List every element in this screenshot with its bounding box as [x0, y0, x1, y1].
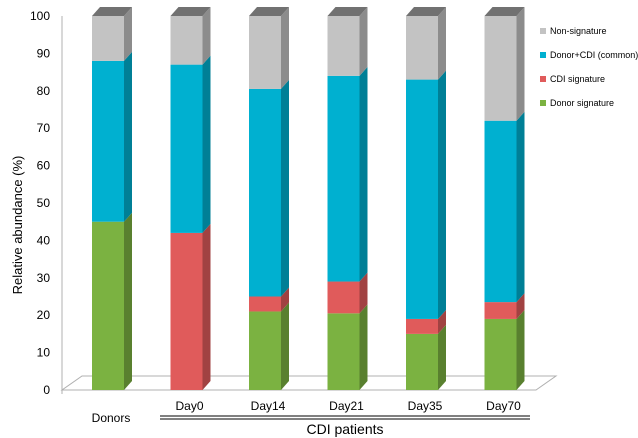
legend-label: Donor signature	[550, 98, 614, 108]
x-tick-label: Day70	[486, 399, 521, 413]
legend-swatch	[540, 52, 546, 58]
bar-segment-donor-cdi-common-	[249, 88, 281, 297]
bar-top-cap	[327, 7, 368, 16]
bar-segment-donor-cdi-common-	[406, 79, 438, 319]
bar-segment-non-signature-side	[202, 7, 211, 65]
bar-segment-donor-signature-side	[359, 304, 368, 390]
bar-segment-donor-cdi-common-	[327, 75, 360, 282]
y-tick-label: 20	[37, 308, 51, 322]
bar-stack-donors	[92, 7, 132, 390]
y-tick-label: 40	[37, 233, 51, 247]
x-tick-label: Day21	[329, 399, 364, 413]
bar-top-cap	[484, 7, 525, 16]
y-tick-label: 70	[37, 121, 51, 135]
y-tick-label: 80	[37, 84, 51, 98]
bar-segment-donor-signature	[484, 318, 517, 390]
x-tick-label: Day0	[175, 399, 203, 413]
bar-segment-cdi-signature	[327, 281, 360, 314]
bar-segment-non-signature-side	[124, 7, 132, 61]
bar-segment-cdi-signature-side	[202, 223, 211, 390]
bar-segment-donor-signature-side	[516, 309, 525, 390]
legend-item: Non-signature	[540, 26, 607, 36]
bar-segment-donor-cdi-common--side	[359, 66, 368, 282]
chart-floor	[60, 375, 558, 391]
bar-segment-donor-cdi-common--side	[438, 70, 446, 319]
legend-item: Donor signature	[540, 98, 614, 108]
legend-label: CDI signature	[550, 74, 605, 84]
bar-segment-cdi-signature	[249, 296, 281, 312]
bar-segment-donor-signature-side	[281, 302, 289, 390]
y-tick-label: 100	[30, 9, 50, 23]
legend-label: Donor+CDI (common)	[550, 50, 638, 60]
y-tick-label: 0	[43, 383, 50, 397]
bar-segment-cdi-signature-side	[281, 287, 289, 312]
y-tick-label: 50	[37, 196, 51, 210]
bar-segment-donor-cdi-common--side	[202, 55, 211, 233]
bar-segment-non-signature	[92, 16, 124, 61]
bar-segment-non-signature	[406, 16, 438, 80]
x-tick-label: Day35	[408, 399, 443, 413]
legend-swatch	[540, 76, 546, 82]
bar-top-cap	[406, 7, 446, 16]
legend-swatch	[540, 100, 546, 106]
bar-segment-donor-cdi-common--side	[124, 51, 132, 222]
bar-segment-non-signature	[170, 16, 203, 65]
bar-segment-cdi-signature	[170, 232, 203, 390]
bar-top-cap	[92, 7, 132, 16]
bar-segment-non-signature-side	[281, 7, 289, 89]
bar-segment-non-signature	[484, 16, 517, 121]
bar-stack-day14	[249, 7, 289, 390]
legend-label: Non-signature	[550, 26, 607, 36]
bar-segment-cdi-signature-side	[359, 272, 368, 314]
legend-swatch	[540, 28, 546, 34]
y-tick-label: 90	[37, 46, 51, 60]
y-axis-label: Relative abundance (%)	[10, 156, 25, 295]
bar-segment-donor-cdi-common--side	[281, 79, 289, 297]
bar-segment-cdi-signature	[484, 302, 517, 319]
x-tick-label: Day14	[251, 399, 286, 413]
bar-stack-day35	[406, 7, 446, 390]
x-tick-label: Donors	[92, 411, 131, 425]
legend-item: CDI signature	[540, 74, 605, 84]
legend-item: Donor+CDI (common)	[540, 50, 638, 60]
bar-segment-donor-cdi-common-	[170, 64, 203, 233]
bar-top-cap	[170, 7, 211, 16]
bar-segment-cdi-signature-side	[438, 309, 446, 334]
bar-stack-day21	[327, 7, 368, 390]
group-label: CDI patients	[306, 421, 383, 437]
bar-segment-donor-cdi-common-	[484, 120, 517, 303]
bar-segment-non-signature	[249, 16, 281, 89]
bar-segment-donor-signature	[406, 333, 438, 390]
bar-segment-cdi-signature	[406, 318, 438, 334]
y-tick-label: 60	[37, 159, 51, 173]
bar-segment-donor-cdi-common-	[92, 60, 124, 222]
bar-segment-non-signature-side	[516, 7, 525, 121]
bar-segment-non-signature-side	[359, 7, 368, 76]
bar-segment-donor-signature	[249, 311, 281, 390]
bar-segment-donor-signature-side	[124, 212, 132, 390]
bar-segment-non-signature	[327, 16, 360, 76]
bar-segment-donor-cdi-common--side	[516, 111, 525, 303]
bar-segment-donor-signature	[327, 313, 360, 390]
y-tick-label: 30	[37, 271, 51, 285]
bar-segment-cdi-signature-side	[516, 293, 525, 319]
bar-segment-donor-signature	[92, 221, 124, 390]
y-tick-label: 10	[37, 346, 51, 360]
bar-segment-non-signature-side	[438, 7, 446, 80]
bar-segment-donor-signature-side	[438, 324, 446, 390]
bar-top-cap	[249, 7, 289, 16]
bar-stack-day70	[484, 7, 525, 390]
bar-stack-day0	[170, 7, 211, 390]
